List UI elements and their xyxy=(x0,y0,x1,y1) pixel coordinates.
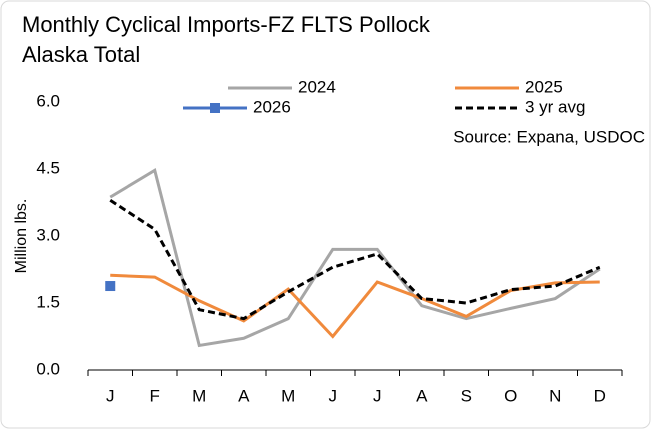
x-tick-label: N xyxy=(549,386,561,405)
marker xyxy=(210,103,220,113)
x-tick-label: J xyxy=(373,386,382,405)
x-tick-label: M xyxy=(281,386,295,405)
x-tick-label: M xyxy=(192,386,206,405)
x-tick-label: O xyxy=(504,386,517,405)
chart-title: Monthly Cyclical Imports-FZ FLTS Pollock xyxy=(22,12,431,37)
series-line xyxy=(109,199,601,321)
y-tick-label: 1.5 xyxy=(36,292,60,311)
x-tick-label: A xyxy=(416,386,428,405)
x-tick-label: F xyxy=(150,386,160,405)
legend-label: 2024 xyxy=(298,77,336,96)
legend-label: 2026 xyxy=(253,97,291,116)
y-tick-label: 0.0 xyxy=(36,359,60,378)
chart-title: Alaska Total xyxy=(22,42,140,67)
y-tick-label: 6.0 xyxy=(36,91,60,110)
x-tick-label: D xyxy=(594,386,606,405)
x-tick-label: J xyxy=(106,386,115,405)
x-tick-label: J xyxy=(329,386,338,405)
x-tick-label: A xyxy=(238,386,250,405)
y-tick-label: 3.0 xyxy=(36,225,60,244)
annotation: Source: Expana, USDOC xyxy=(453,127,645,146)
x-tick-label: S xyxy=(461,386,472,405)
y-tick-label: 4.5 xyxy=(36,158,60,177)
marker xyxy=(105,281,116,292)
series-line xyxy=(109,168,601,348)
y-axis-label: Million lbs. xyxy=(13,199,30,274)
legend-label: 2025 xyxy=(525,77,563,96)
legend-label: 3 yr avg xyxy=(525,97,585,116)
